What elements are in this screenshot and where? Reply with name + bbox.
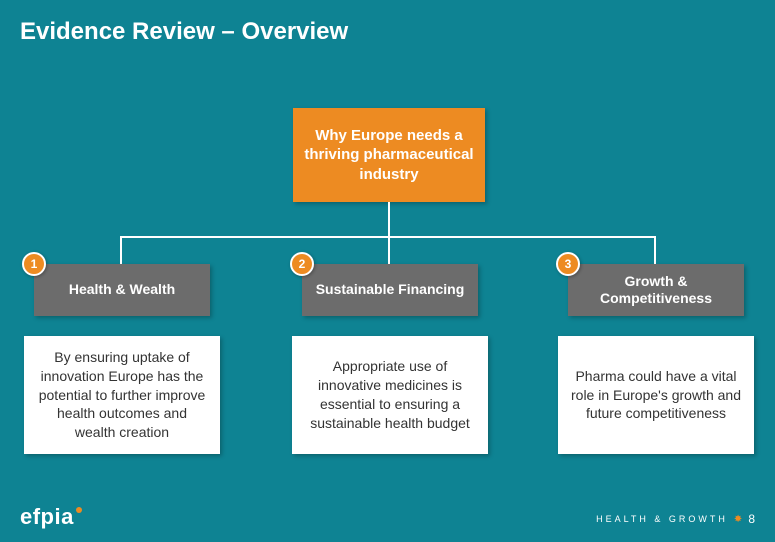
branch-body-2: Appropriate use of innovative medicines …	[292, 336, 488, 454]
branch-header-1-label: Health & Wealth	[69, 281, 175, 299]
branch-body-3: Pharma could have a vital role in Europe…	[558, 336, 754, 454]
footer: efpia HEALTH & GROWTH ✸ 8	[20, 500, 755, 530]
branch-header-3: 3 Growth & Competitiveness	[568, 264, 744, 316]
star-icon: ✸	[734, 514, 742, 525]
connector-drop-1	[120, 236, 122, 264]
footer-tagline: HEALTH & GROWTH	[596, 514, 728, 524]
connector-drop-2	[388, 236, 390, 264]
logo-efpia: efpia	[20, 504, 82, 530]
slide: Evidence Review – Overview Why Europe ne…	[0, 0, 775, 542]
branch-header-1: 1 Health & Wealth	[34, 264, 210, 316]
branch-badge-2: 2	[290, 252, 314, 276]
branch-header-2-label: Sustainable Financing	[316, 281, 465, 299]
branch-badge-3: 3	[556, 252, 580, 276]
logo-efpia-text: efpia	[20, 504, 74, 530]
diagram-root: Why Europe needs a thriving pharmaceutic…	[293, 108, 485, 202]
connector-drop-3	[654, 236, 656, 264]
connector-trunk	[388, 202, 390, 236]
page-number: 8	[748, 512, 755, 526]
branch-header-3-label: Growth & Competitiveness	[574, 273, 738, 308]
branch-badge-1: 1	[22, 252, 46, 276]
branch-body-1: By ensuring uptake of innovation Europe …	[24, 336, 220, 454]
logo-dot-icon	[76, 507, 82, 513]
footer-right: HEALTH & GROWTH ✸ 8	[596, 512, 755, 526]
page-title: Evidence Review – Overview	[20, 18, 348, 46]
branch-header-2: 2 Sustainable Financing	[302, 264, 478, 316]
